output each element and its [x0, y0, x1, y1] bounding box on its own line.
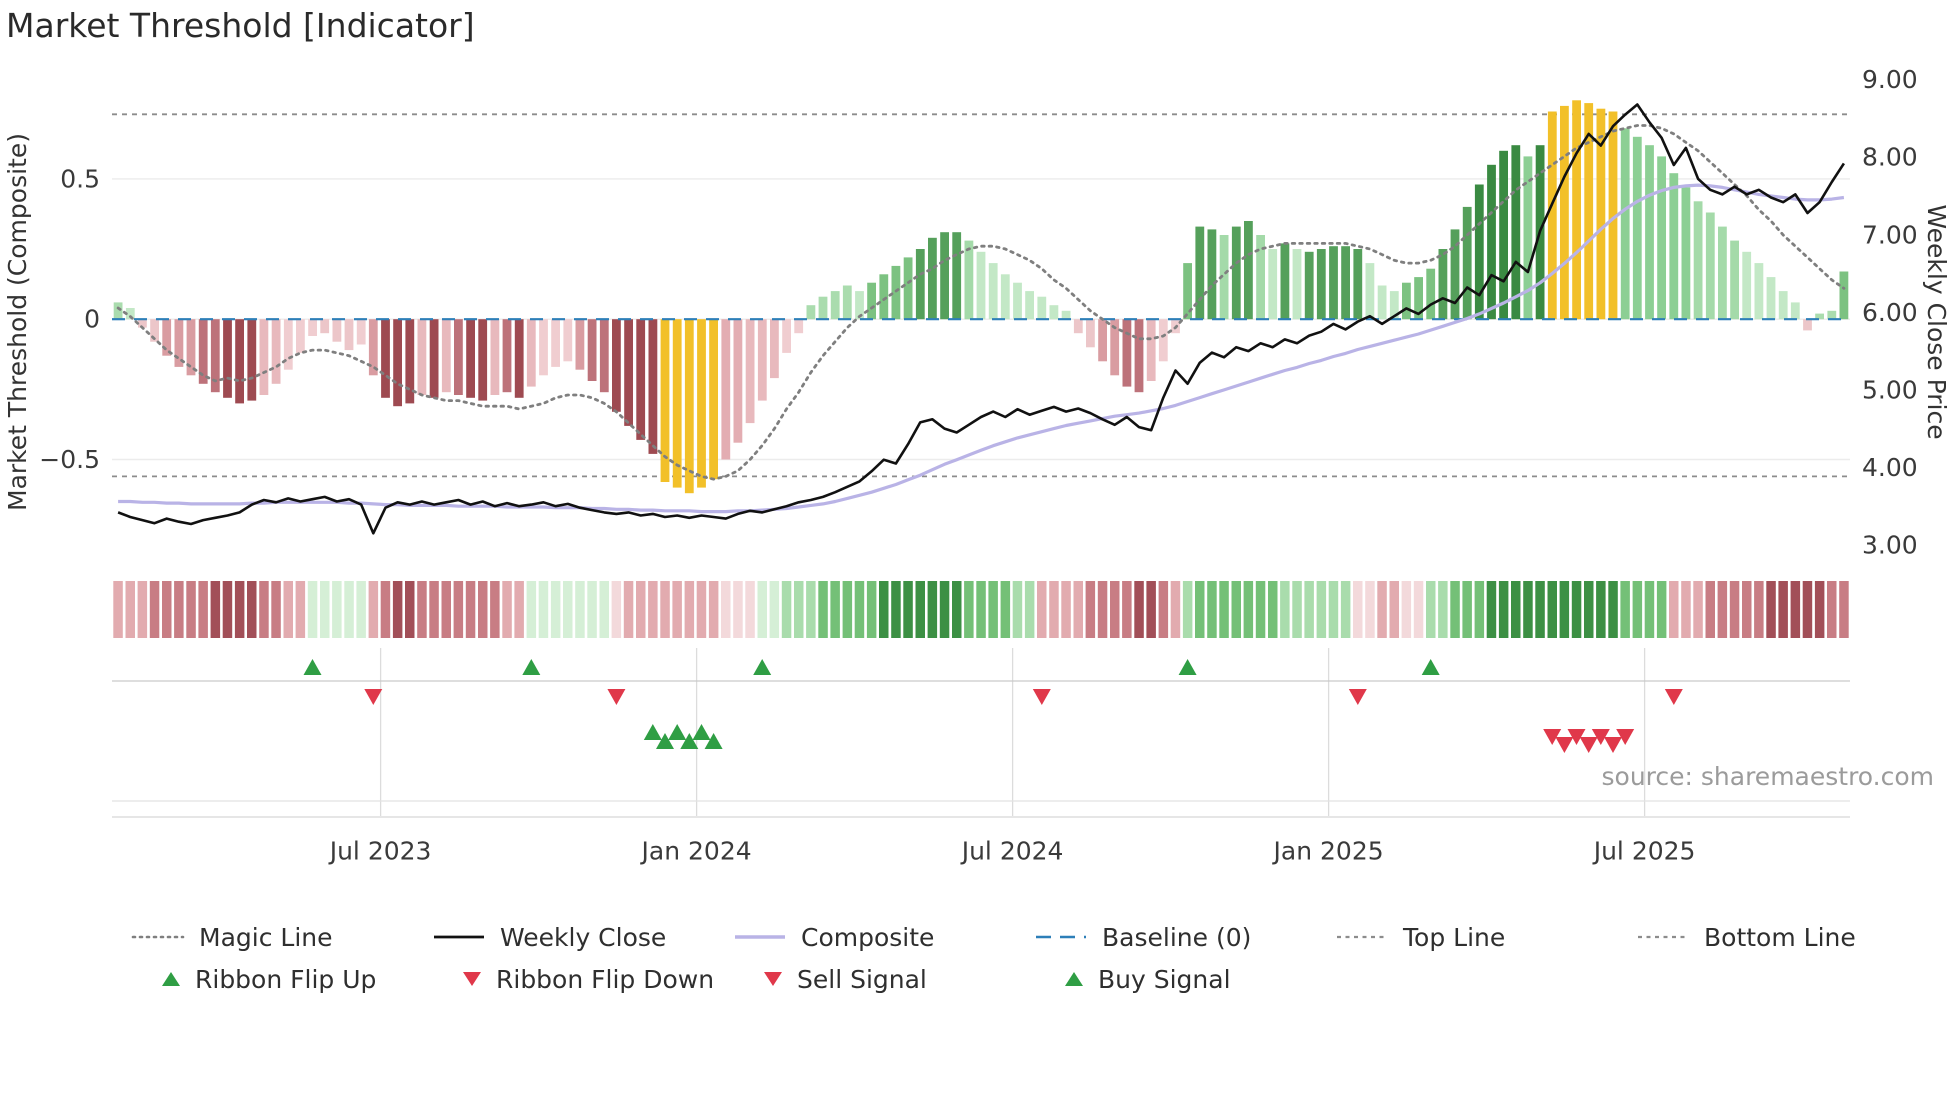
svg-text:0.5: 0.5 — [60, 164, 100, 193]
dashed-blue-line-swatch-icon — [1036, 935, 1086, 939]
legend-item-composite: Composite — [732, 923, 1033, 952]
chart-title: Market Threshold [Indicator] — [6, 6, 475, 45]
buy-signal-markers — [643, 724, 723, 749]
svg-text:8.00: 8.00 — [1862, 143, 1918, 172]
legend-label: Ribbon Flip Down — [496, 964, 715, 994]
svg-text:6.00: 6.00 — [1862, 298, 1918, 327]
weekly-close-line — [117, 103, 1845, 535]
legend-item-top-line: Top Line — [1334, 923, 1635, 952]
legend-label: Bottom Line — [1704, 922, 1856, 952]
legend-row-1: Magic Line Weekly Close Composite Baseli… — [130, 916, 1936, 958]
legend-item-magic-line: Magic Line — [130, 923, 431, 952]
x-tick-labels: Jul 2023 Jan 2024 Jul 2024 Jan 2025 Jul 2025 — [328, 837, 1696, 866]
legend-item-sell-signal: Sell Signal — [762, 965, 1063, 994]
ribbon-strip — [113, 581, 1849, 638]
solid-line-swatch-icon — [434, 935, 484, 939]
legend-item-weekly-close: Weekly Close — [431, 923, 732, 952]
svg-text:5.00: 5.00 — [1862, 375, 1918, 404]
svg-text:4.00: 4.00 — [1862, 453, 1918, 482]
legend-label: Composite — [801, 922, 935, 952]
ribbon-flip-down-markers — [364, 689, 1683, 705]
legend-label: Buy Signal — [1098, 964, 1231, 994]
legend-row-2: Ribbon Flip Up Ribbon Flip Down Sell Sig… — [160, 958, 1936, 1000]
dotted-line-swatch-icon — [131, 935, 185, 939]
lavender-line-swatch-icon — [735, 935, 785, 939]
dashed-gray-line-swatch-icon — [1337, 935, 1387, 939]
up-triangle-icon — [1065, 972, 1083, 986]
svg-text:7.00: 7.00 — [1862, 220, 1918, 249]
legend-label: Sell Signal — [797, 964, 927, 994]
svg-text:3.00: 3.00 — [1862, 531, 1918, 560]
sell-signal-markers — [1543, 729, 1635, 753]
threshold-bars — [113, 100, 1849, 494]
legend-label: Weekly Close — [500, 922, 667, 952]
svg-text:9.00: 9.00 — [1862, 65, 1918, 94]
legend-label: Ribbon Flip Up — [195, 964, 377, 994]
magic-line — [116, 124, 1846, 481]
down-triangle-icon — [463, 972, 481, 986]
left-tick-labels: 0.5 0 −0.5 — [39, 164, 100, 474]
legend-item-baseline: Baseline (0) — [1033, 923, 1334, 952]
legend-item-ribbon-flip-down: Ribbon Flip Down — [461, 965, 762, 994]
svg-text:−0.5: −0.5 — [39, 445, 100, 474]
legend-item-ribbon-flip-up: Ribbon Flip Up — [160, 965, 461, 994]
signals-panel: Jul 2023 Jan 2024 Jul 2024 Jan 2025 Jul 2025 — [112, 648, 1850, 866]
down-triangle-icon — [764, 972, 782, 986]
svg-text:Jul 2025: Jul 2025 — [1592, 837, 1696, 866]
svg-text:Jul 2024: Jul 2024 — [960, 837, 1064, 866]
legend-item-bottom-line: Bottom Line — [1635, 923, 1936, 952]
chart-legend: Magic Line Weekly Close Composite Baseli… — [130, 916, 1936, 1000]
svg-text:Jul 2023: Jul 2023 — [328, 837, 432, 866]
up-triangle-icon — [162, 972, 180, 986]
legend-label: Magic Line — [199, 922, 333, 952]
ribbon-flip-up-markers — [303, 659, 1440, 675]
svg-text:Jan 2025: Jan 2025 — [1272, 837, 1384, 866]
legend-label: Baseline (0) — [1102, 922, 1252, 952]
dashed-gray-line-swatch-icon — [1638, 935, 1688, 939]
source-attribution: source: sharemaestro.com — [1601, 762, 1935, 791]
legend-label: Top Line — [1403, 922, 1506, 952]
legend-item-buy-signal: Buy Signal — [1063, 965, 1364, 994]
svg-text:Jan 2024: Jan 2024 — [640, 837, 752, 866]
right-tick-labels: 9.00 8.00 7.00 6.00 5.00 4.00 3.00 — [1862, 65, 1918, 559]
svg-text:0: 0 — [84, 305, 100, 334]
